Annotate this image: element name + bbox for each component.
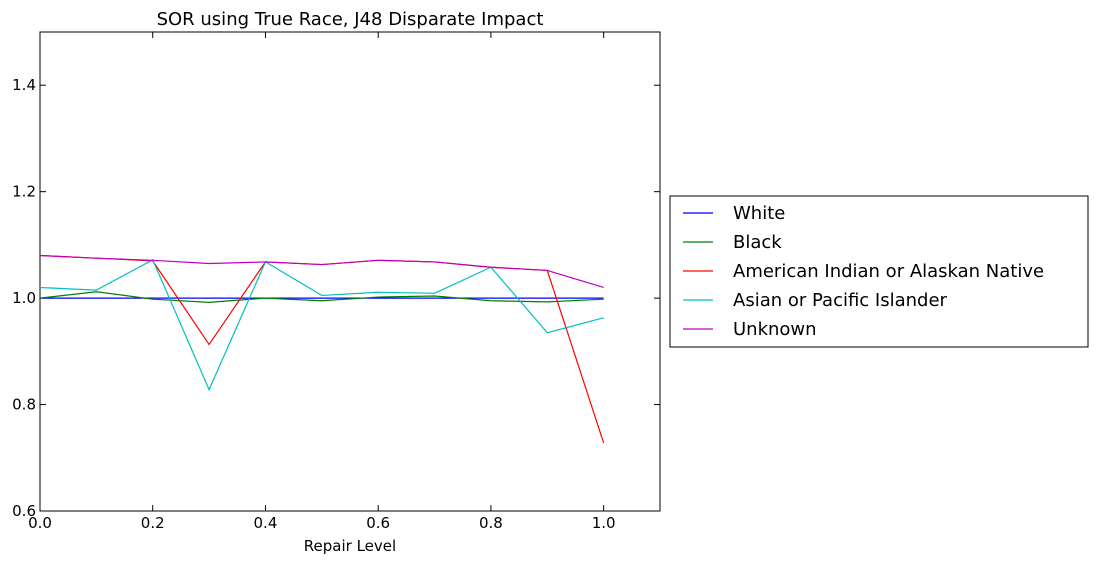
legend-label: American Indian or Alaskan Native — [733, 261, 1044, 282]
legend-items: White Black American Indian or Alaskan Nat… — [683, 203, 1044, 340]
legend-label: Black — [733, 232, 782, 253]
x-tick-label: 0.0 — [28, 514, 52, 532]
x-tick-label: 0.8 — [479, 514, 503, 532]
legend-label: Unknown — [733, 319, 817, 340]
legend-frame — [669, 195, 1089, 348]
series-line-american-indian-or-alaskan-native — [39, 254, 605, 444]
x-tick-label: 0.4 — [254, 514, 278, 532]
legend-label: White — [733, 203, 785, 224]
y-tick-label: 1.0 — [12, 289, 36, 307]
legend-label: Asian or Pacific Islander — [733, 290, 948, 311]
x-tick-label: 0.2 — [141, 514, 165, 532]
x-axis-title: Repair Level — [304, 537, 396, 555]
series-layer — [39, 254, 605, 444]
x-tick-label: 1.0 — [592, 514, 616, 532]
y-tick-label: 1.2 — [12, 183, 36, 201]
legend: White Black American Indian or Alaskan Nat… — [669, 195, 1089, 348]
plot-area — [39, 31, 661, 512]
y-tick-label: 0.8 — [12, 396, 36, 414]
ticks-layer: 0.0 0.2 0.4 0.6 0.8 1.0 0.6 0.8 1.0 1.2 1.4 — [12, 32, 660, 532]
y-tick-label: 0.6 — [12, 502, 36, 520]
chart-title: SOR using True Race, J48 Disparate Impac… — [157, 9, 544, 30]
series-line-unknown — [39, 254, 604, 289]
series-line-black — [39, 291, 604, 303]
y-tick-label: 1.4 — [12, 76, 36, 94]
series-line-asian-or-pacific-islander — [39, 258, 604, 392]
x-tick-label: 0.6 — [366, 514, 390, 532]
